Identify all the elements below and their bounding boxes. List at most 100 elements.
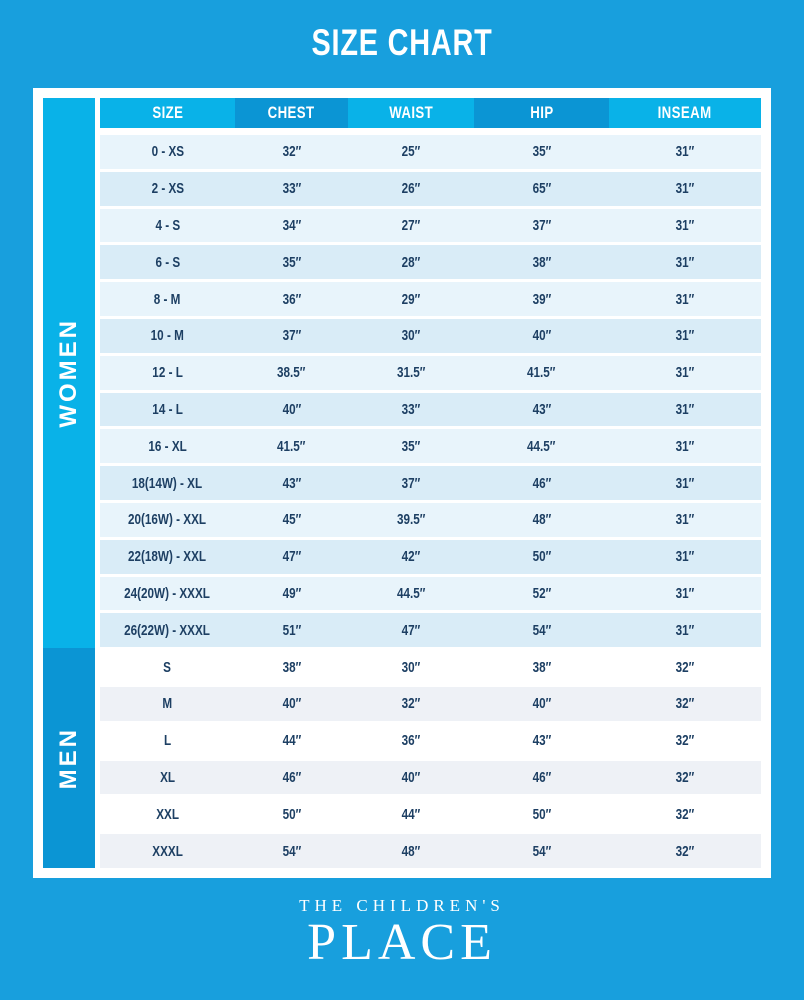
header-waist: WAIST	[348, 98, 474, 128]
size-cell: 12 - L	[100, 356, 235, 390]
inseam-cell-text: 31″	[675, 400, 695, 418]
size-cell-text: XXXL	[152, 842, 183, 860]
table-row: XXL 50″ 44″ 50″ 32″	[100, 797, 761, 832]
hip-cell: 48″	[474, 503, 609, 537]
waist-cell-text: 28″	[401, 253, 421, 271]
chest-cell-text: 41.5″	[277, 437, 306, 455]
hip-cell-text: 41.5″	[527, 364, 556, 382]
waist-cell: 42″	[348, 540, 474, 574]
chest-cell-text: 32″	[282, 143, 301, 161]
header-hip: HIP	[474, 98, 609, 128]
waist-cell-text: 37″	[401, 474, 421, 492]
size-cell-text: 16 - XL	[148, 437, 187, 455]
chest-cell: 38.5″	[235, 356, 348, 390]
hip-cell: 40″	[474, 319, 609, 353]
header-waist-text: WAIST	[389, 103, 433, 122]
inseam-cell: 31″	[609, 466, 761, 500]
chest-cell: 46″	[235, 761, 348, 795]
size-cell-text: 4 - S	[155, 216, 180, 234]
hip-cell: 44.5″	[474, 429, 609, 463]
waist-cell: 37″	[348, 466, 474, 500]
inseam-cell-text: 31″	[675, 327, 695, 345]
size-cell-text: 18(14W) - XL	[132, 474, 203, 492]
inseam-cell-text: 31″	[675, 437, 695, 455]
size-cell: 6 - S	[100, 245, 235, 279]
sidebar-women: WOMEN	[43, 98, 95, 648]
waist-cell: 35″	[348, 429, 474, 463]
size-cell: XXXL	[100, 834, 235, 868]
hip-cell-text: 40″	[532, 327, 551, 345]
hip-cell-text: 39″	[532, 290, 551, 308]
chest-cell: 36″	[235, 282, 348, 316]
size-cell: 2 - XS	[100, 172, 235, 206]
table-row: 20(16W) - XXL 45″ 39.5″ 48″ 31″	[100, 502, 761, 537]
brand-name-bottom: PLACE	[307, 914, 497, 971]
inseam-cell-text: 32″	[675, 805, 695, 823]
brand-logo: THE CHILDREN'S PLACE	[0, 896, 804, 971]
inseam-cell: 31″	[609, 245, 761, 279]
size-cell-text: 24(20W) - XXXL	[124, 584, 211, 602]
size-cell-text: 0 - XS	[151, 143, 184, 161]
table-row: 22(18W) - XXL 47″ 42″ 50″ 31″	[100, 539, 761, 574]
size-cell: 22(18W) - XXL	[100, 540, 235, 574]
size-cell-text: S	[163, 658, 172, 676]
inseam-cell-text: 31″	[675, 216, 695, 234]
inseam-cell: 32″	[609, 761, 761, 795]
waist-cell-text: 25″	[401, 143, 421, 161]
header-chest-text: CHEST	[268, 103, 315, 122]
chest-cell: 37″	[235, 319, 348, 353]
chest-cell: 45″	[235, 503, 348, 537]
chest-cell-text: 44″	[282, 732, 301, 750]
waist-cell: 36″	[348, 724, 474, 758]
size-cell-text: 6 - S	[155, 253, 180, 271]
header-size: SIZE	[100, 98, 235, 128]
chest-cell-text: 38.5″	[277, 364, 306, 382]
table-row: 26(22W) - XXXL 51″ 47″ 54″ 31″	[100, 613, 761, 648]
waist-cell-text: 39.5″	[396, 511, 426, 529]
size-cell: 14 - L	[100, 393, 235, 427]
inseam-cell-text: 32″	[675, 842, 695, 860]
inseam-cell: 31″	[609, 613, 761, 647]
waist-cell-text: 29″	[401, 290, 421, 308]
size-cell-text: 14 - L	[152, 400, 183, 418]
hip-cell: 40″	[474, 687, 609, 721]
chest-cell-text: 49″	[282, 584, 301, 602]
hip-cell-text: 65″	[532, 180, 551, 198]
chest-cell: 38″	[235, 650, 348, 684]
page-title-text: SIZE CHART	[311, 22, 493, 63]
inseam-cell-text: 32″	[675, 732, 695, 750]
chest-cell: 43″	[235, 466, 348, 500]
inseam-cell: 31″	[609, 393, 761, 427]
waist-cell-text: 36″	[401, 732, 421, 750]
waist-cell: 29″	[348, 282, 474, 316]
size-cell: 4 - S	[100, 209, 235, 243]
size-cell-text: 2 - XS	[151, 180, 184, 198]
size-cell-text: 10 - M	[150, 327, 185, 345]
waist-cell: 48″	[348, 834, 474, 868]
size-cell: S	[100, 650, 235, 684]
waist-cell-text: 31.5″	[396, 364, 426, 382]
chest-cell-text: 40″	[282, 400, 301, 418]
table-row: 6 - S 35″ 28″ 38″ 31″	[100, 245, 761, 280]
chest-cell-text: 33″	[282, 180, 301, 198]
size-cell: 16 - XL	[100, 429, 235, 463]
chest-cell-text: 36″	[282, 290, 301, 308]
hip-cell: 38″	[474, 650, 609, 684]
size-cell-text: 12 - L	[152, 364, 183, 382]
hip-cell: 41.5″	[474, 356, 609, 390]
size-table: SIZE CHEST WAIST HIP INSEAM 0 - XS 32″ 25″…	[100, 98, 761, 868]
hip-cell: 54″	[474, 834, 609, 868]
table-row: 4 - S 34″ 27″ 37″ 31″	[100, 208, 761, 243]
inseam-cell-text: 31″	[675, 511, 695, 529]
size-chart-frame: WOMEN MEN SIZE CHEST WAIST HIP INSEAM 0 …	[33, 88, 771, 878]
chest-cell: 49″	[235, 577, 348, 611]
waist-cell: 39.5″	[348, 503, 474, 537]
size-cell-text: 20(16W) - XXL	[128, 511, 207, 529]
hip-cell-text: 44.5″	[527, 437, 556, 455]
chest-cell: 33″	[235, 172, 348, 206]
table-row: 14 - L 40″ 33″ 43″ 31″	[100, 392, 761, 427]
waist-cell: 31.5″	[348, 356, 474, 390]
hip-cell-text: 43″	[532, 732, 551, 750]
inseam-cell: 31″	[609, 135, 761, 169]
table-row: 16 - XL 41.5″ 35″ 44.5″ 31″	[100, 429, 761, 464]
